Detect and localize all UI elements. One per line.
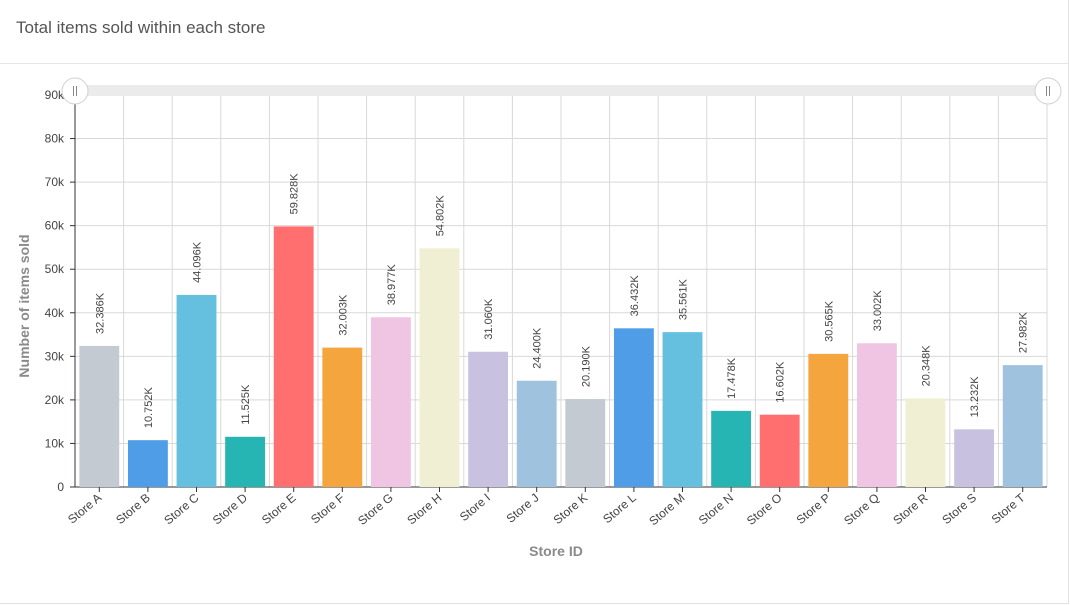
- bar-store-s[interactable]: [954, 429, 995, 487]
- x-tick-label: Store G: [355, 491, 396, 528]
- x-tick-label: Store M: [646, 491, 687, 529]
- bar-chart: 0 10k 20k 30k 40k 50k 60k 70k 80k 90k 32.386K Store…: [16, 77, 1062, 559]
- x-tick-label: Store L: [600, 490, 639, 526]
- bar-store-g[interactable]: [370, 317, 411, 487]
- x-tick-label: Store R: [890, 490, 930, 527]
- bar-store-d[interactable]: [225, 436, 266, 487]
- x-axis-title: Store ID: [529, 543, 583, 559]
- y-tick-label: 60k: [45, 219, 65, 233]
- y-axis-title: Number of items sold: [16, 234, 32, 377]
- x-tick-label: Store C: [161, 490, 201, 527]
- bar-data-label: 20.348K: [921, 345, 933, 387]
- x-tick-label: Store S: [939, 491, 979, 527]
- bar-data-label: 38.977K: [386, 264, 398, 306]
- x-tick-label: Store H: [404, 491, 444, 528]
- bar-store-p[interactable]: [808, 353, 849, 487]
- x-tick-label: Store I: [457, 491, 493, 524]
- y-tick-label: 70k: [45, 175, 65, 189]
- y-tick-label: 50k: [45, 262, 65, 276]
- bar-store-q[interactable]: [856, 343, 897, 487]
- bar-data-label: 32.003K: [337, 294, 349, 336]
- y-tick-label: 80k: [45, 132, 65, 146]
- bar-data-label: 13.232K: [969, 376, 981, 418]
- x-tick-label: Store B: [113, 491, 153, 527]
- y-tick-label: 30k: [45, 349, 65, 363]
- x-tick-label: Store Q: [841, 491, 882, 528]
- bar-data-label: 20.190K: [580, 345, 592, 387]
- bar-store-k[interactable]: [565, 399, 606, 487]
- bar-data-label: 30.565K: [823, 300, 835, 342]
- scrollbar-end-handle[interactable]: [1034, 77, 1062, 105]
- bar-data-label: 35.561K: [678, 278, 690, 320]
- bar-store-r[interactable]: [905, 398, 946, 487]
- bar-store-t[interactable]: [1002, 365, 1043, 487]
- bar-store-n[interactable]: [711, 410, 752, 487]
- x-tick-label: Store F: [308, 491, 347, 527]
- chart-title: Total items sold within each store: [16, 18, 266, 37]
- card-header: Total items sold within each store: [0, 0, 1068, 64]
- x-tick-label: Store D: [210, 490, 250, 527]
- x-tick-label: Store N: [696, 491, 736, 528]
- y-tick-label: 10k: [45, 436, 65, 450]
- bar-store-j[interactable]: [516, 380, 557, 487]
- bar-data-label: 33.002K: [872, 290, 884, 332]
- bar-store-b[interactable]: [127, 440, 168, 487]
- y-tick-label: 0: [57, 480, 64, 494]
- x-tick-label: Store T: [989, 490, 1028, 526]
- x-tick-label: Store E: [259, 491, 299, 527]
- bar-data-label: 10.752K: [143, 387, 155, 429]
- x-tick-label: Store P: [794, 491, 834, 527]
- scrollbar-track[interactable]: [75, 85, 1047, 96]
- x-tick-label: Store K: [551, 491, 591, 527]
- bar-data-label: 59.828K: [289, 173, 301, 215]
- bar-store-o[interactable]: [759, 414, 800, 487]
- bar-data-label: 17.478K: [726, 357, 738, 399]
- scrollbar-start-handle[interactable]: [61, 77, 89, 105]
- bar-data-label: 31.060K: [483, 298, 495, 340]
- bar-store-i[interactable]: [468, 351, 509, 487]
- bar-store-f[interactable]: [322, 347, 363, 487]
- bar-store-e[interactable]: [273, 226, 314, 487]
- bar-data-label: 16.602K: [775, 361, 787, 403]
- bar-data-label: 44.096K: [192, 241, 204, 283]
- bar-store-l[interactable]: [613, 328, 654, 487]
- bar-store-m[interactable]: [662, 332, 703, 487]
- bar-store-c[interactable]: [176, 294, 217, 487]
- x-tick-label: Store J: [504, 491, 542, 526]
- x-tick-label: Store A: [65, 491, 104, 527]
- y-tick-label: 40k: [45, 306, 65, 320]
- y-tick-label: 20k: [45, 393, 65, 407]
- bar-store-a[interactable]: [79, 345, 120, 487]
- bar-store-h[interactable]: [419, 248, 460, 487]
- bar-data-label: 24.400K: [532, 327, 544, 369]
- bar-data-label: 11.525K: [240, 384, 252, 425]
- y-tick-label: 90k: [45, 88, 65, 102]
- bar-data-label: 27.982K: [1018, 311, 1030, 353]
- x-tick-label: Store O: [744, 491, 785, 528]
- bar-data-label: 36.432K: [629, 275, 641, 317]
- bar-data-label: 54.802K: [435, 195, 447, 237]
- bar-data-label: 32.386K: [94, 292, 106, 334]
